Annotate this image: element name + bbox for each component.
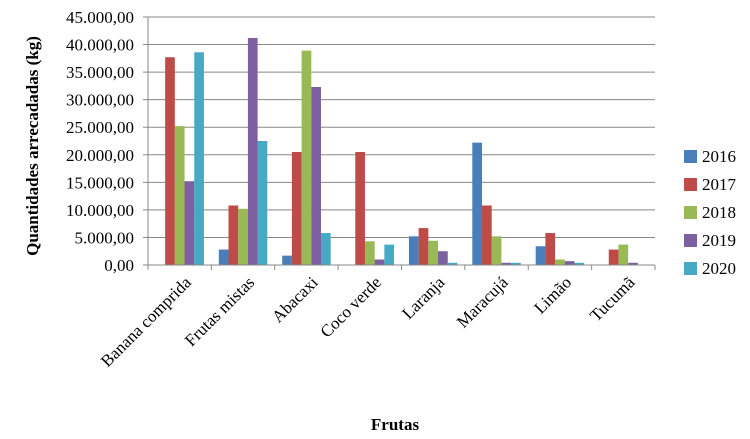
x-axis-title: Frutas: [371, 415, 420, 434]
bar: [228, 205, 239, 265]
bar: [257, 141, 268, 265]
y-tick-label: 35.000,00: [66, 63, 134, 82]
x-tick-label: Coco verde: [317, 273, 386, 342]
legend: 2016 2017 2018 2019 2020: [684, 147, 737, 278]
legend-label: 2017: [702, 175, 737, 194]
y-tick-label: 20.000,00: [66, 146, 134, 165]
bar: [555, 259, 565, 265]
bar: [472, 142, 483, 265]
x-tick-label: Banana comprida: [97, 272, 195, 370]
bars: [165, 37, 638, 266]
bar: [574, 262, 585, 265]
y-tick-labels: 0,00 5.000,00 10.000,00 15.000,00 20.000,00 2…: [66, 8, 134, 275]
x-tick-label: Tucumã: [586, 272, 639, 325]
legend-label: 2016: [702, 147, 736, 166]
bar: [491, 236, 502, 265]
y-tick-label: 30.000,00: [66, 91, 134, 110]
legend-swatch: [684, 178, 697, 191]
bar: [428, 240, 439, 265]
gridlines: [143, 16, 656, 270]
legend-swatch: [684, 206, 697, 219]
x-tick-label: Abacaxi: [268, 273, 322, 327]
bar: [282, 255, 292, 265]
bar: [174, 126, 185, 266]
bar: [291, 152, 302, 265]
bar: [184, 181, 195, 265]
bar: [628, 262, 638, 265]
bar: [311, 86, 321, 266]
bar: [618, 244, 629, 265]
x-tick-label: Maracujá: [453, 272, 512, 331]
bar: [194, 52, 204, 265]
bar: [447, 262, 458, 265]
legend-swatch: [684, 150, 697, 163]
y-axis-title: Quantidades arrecadadas (kg): [23, 36, 42, 256]
x-tick-label: Laranja: [398, 272, 448, 322]
legend-swatch: [684, 262, 697, 275]
bar: [608, 249, 619, 265]
y-tick-label: 10.000,00: [66, 201, 134, 220]
bar: [355, 152, 365, 265]
y-tick-label: 40.000,00: [66, 36, 134, 55]
y-tick-label: 15.000,00: [66, 173, 134, 192]
y-tick-label: 25.000,00: [66, 118, 134, 137]
bar: [238, 208, 248, 265]
bar: [545, 233, 556, 265]
bar: [418, 228, 429, 265]
bar: [482, 205, 492, 265]
legend-label: 2019: [702, 231, 736, 250]
y-tick-label: 5.000,00: [75, 228, 135, 247]
bar: [384, 244, 395, 265]
bar: [165, 57, 175, 266]
legend-swatch: [684, 234, 697, 247]
bar: [374, 259, 385, 265]
bar: [438, 251, 448, 265]
bar: [247, 37, 258, 265]
y-tick-label: 45.000,00: [66, 8, 134, 27]
x-tick-label: Limão: [530, 273, 575, 318]
legend-label: 2020: [702, 259, 736, 278]
bar: [501, 262, 512, 265]
bar: [511, 262, 521, 265]
bar: [301, 50, 312, 266]
bar: [364, 241, 375, 265]
bar: [535, 246, 546, 265]
bar: [320, 233, 331, 265]
bar: [218, 249, 229, 265]
y-tick-label: 0,00: [104, 256, 134, 275]
bar: [564, 261, 575, 265]
legend-label: 2018: [702, 203, 736, 222]
bar: [408, 236, 419, 265]
